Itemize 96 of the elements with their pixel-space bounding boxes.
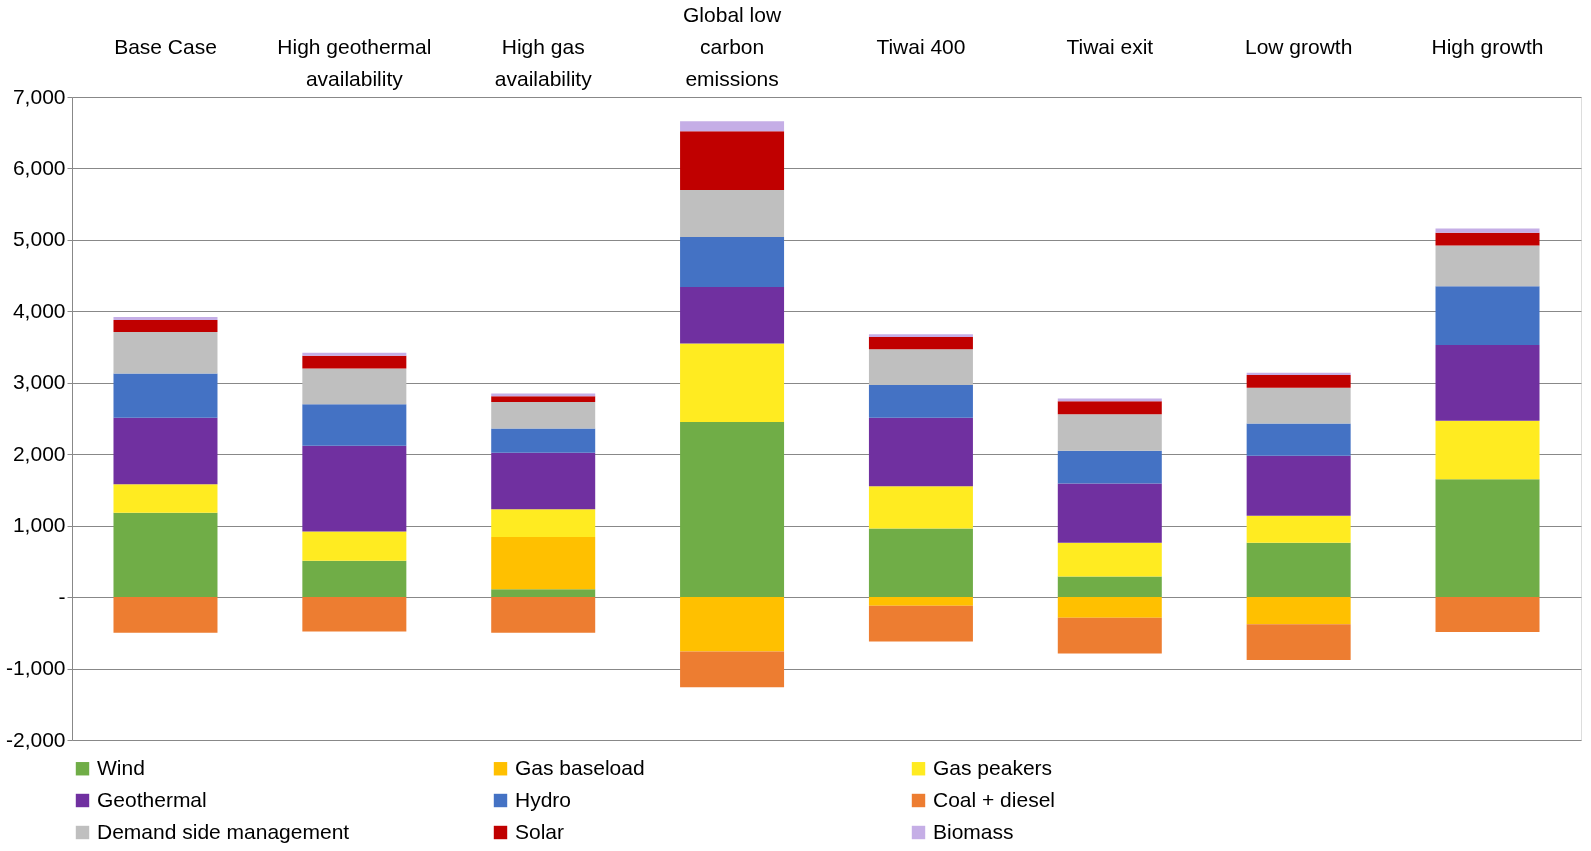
legend-label: Geothermal [97, 787, 207, 811]
legend-label: Gas peakers [933, 755, 1053, 779]
bar [491, 396, 596, 403]
bar [491, 537, 596, 590]
bar [868, 486, 973, 529]
bar [302, 560, 407, 598]
bar [113, 319, 218, 333]
bar [1057, 617, 1162, 654]
bar [868, 337, 973, 350]
bar [302, 404, 407, 446]
x-tick-label: High gas availability [494, 34, 593, 90]
legend-label: Coal + diesel [933, 787, 1055, 811]
bar [1435, 420, 1540, 480]
bar [868, 528, 973, 598]
bar [1435, 286, 1540, 345]
legend-label: Gas baseload [515, 755, 645, 779]
y-tick-label: 7,000 [12, 84, 66, 108]
bar [680, 189, 785, 238]
legend-label: Solar [515, 819, 565, 843]
bar [680, 597, 785, 652]
bar [680, 651, 785, 688]
bar [1435, 232, 1540, 246]
y-tick-label: 4,000 [12, 298, 66, 322]
x-tick-label: High geothermal availability [277, 34, 432, 90]
bar [113, 332, 218, 374]
bar [1246, 455, 1351, 516]
bar [1057, 401, 1162, 415]
bar [868, 334, 973, 338]
legend-label: Biomass [933, 819, 1014, 843]
y-tick-label: - [58, 584, 66, 608]
bar [1435, 228, 1540, 233]
bar [113, 317, 218, 320]
y-tick-label: 3,000 [12, 370, 66, 394]
y-tick-label: 1,000 [12, 513, 66, 537]
bar [491, 393, 596, 397]
bar [1435, 479, 1540, 598]
bar [1057, 398, 1162, 402]
bar [680, 287, 785, 344]
bar [113, 512, 218, 598]
bar [1246, 387, 1351, 424]
bar [491, 402, 596, 429]
bar [1057, 597, 1162, 618]
bar [1246, 597, 1351, 625]
bar [491, 509, 596, 538]
x-tick-label: Tiwai 400 [876, 34, 966, 58]
x-tick-label: Low growth [1244, 34, 1353, 58]
bar [302, 352, 407, 356]
bar [1057, 483, 1162, 543]
bar [1246, 372, 1351, 375]
bar [1435, 245, 1540, 287]
legend-label: Hydro [515, 787, 572, 811]
y-tick-label: -1,000 [5, 656, 66, 680]
x-tick-label: Tiwai exit [1066, 34, 1154, 58]
bar [113, 597, 218, 633]
bar [302, 445, 407, 532]
bar [1057, 414, 1162, 451]
bar [868, 605, 973, 642]
bar [1246, 542, 1351, 598]
y-tick-label: 6,000 [12, 155, 66, 179]
bar [1246, 624, 1351, 660]
bar [302, 597, 407, 632]
bar [680, 237, 785, 288]
bar [1057, 450, 1162, 484]
bar [1246, 374, 1351, 388]
bar [1435, 597, 1540, 633]
y-tick-label: -2,000 [5, 727, 66, 751]
x-tick-label: Base Case [114, 34, 217, 58]
legend-label: Demand side management [97, 819, 350, 843]
bar [1057, 542, 1162, 577]
bar [1435, 344, 1540, 421]
x-tick-label: Global low carbon emissions [683, 2, 782, 90]
bar [1057, 576, 1162, 598]
bar [680, 121, 785, 132]
bar [302, 368, 407, 405]
bar [1246, 423, 1351, 456]
bar [491, 428, 596, 453]
bar [302, 531, 407, 561]
bar [302, 355, 407, 369]
legend-label: Wind [97, 755, 145, 779]
y-tick-label: 5,000 [12, 227, 66, 251]
bar [680, 131, 785, 190]
bar [491, 589, 596, 598]
bar [868, 597, 973, 606]
bar [680, 422, 785, 598]
bar [868, 384, 973, 418]
bar [680, 343, 785, 423]
x-tick-label: High growth [1431, 34, 1544, 58]
bar [491, 452, 596, 510]
bar [113, 373, 218, 418]
bar [113, 484, 218, 513]
bar [491, 597, 596, 633]
bar [1246, 515, 1351, 543]
bar [868, 417, 973, 487]
bar [113, 417, 218, 485]
bar [868, 349, 973, 385]
y-tick-label: 2,000 [12, 441, 66, 465]
